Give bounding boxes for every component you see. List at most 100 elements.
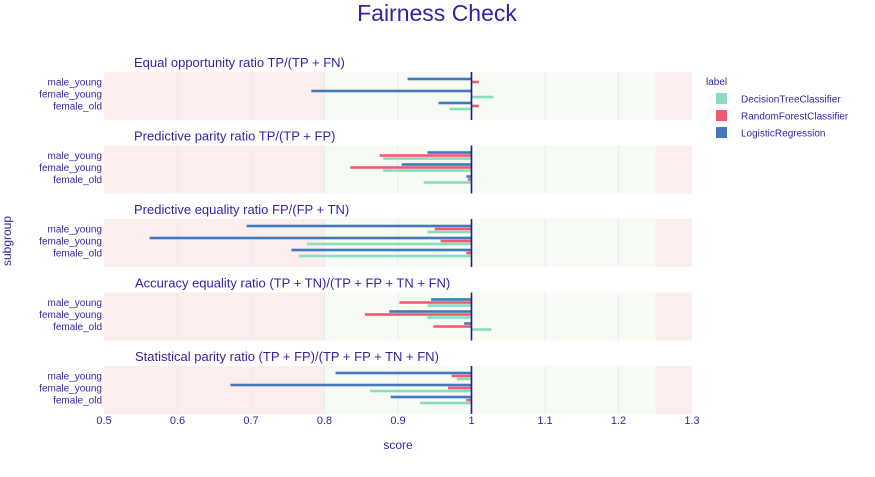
unfair-zone-right	[655, 366, 692, 414]
bar	[464, 322, 472, 325]
category-label: female_old	[53, 102, 102, 113]
x-tick-label: 1.1	[537, 415, 552, 427]
bar	[423, 181, 472, 184]
bar	[246, 224, 472, 228]
bar	[401, 163, 472, 166]
category-label: female_young	[39, 310, 102, 321]
category-label: female_old	[53, 396, 102, 407]
bar	[440, 239, 472, 243]
unfair-zone-left	[104, 72, 325, 120]
panel-5: Statistical parity ratio (TP + FP)/(TP +…	[39, 349, 692, 414]
bar	[379, 154, 472, 157]
bar	[471, 104, 479, 108]
bar	[438, 101, 472, 105]
bar	[434, 227, 472, 231]
bar	[149, 236, 472, 240]
legend: label DecisionTreeClassifier RandomForest…	[706, 77, 849, 140]
bar	[390, 395, 472, 399]
category-label: male_young	[48, 372, 102, 383]
bar	[370, 389, 472, 393]
legend-swatch	[716, 127, 727, 138]
x-tick-label: 1.2	[611, 415, 626, 427]
bar	[427, 316, 472, 319]
bar	[447, 386, 472, 390]
x-tick-label: 0.5	[96, 415, 111, 427]
panel-title: Statistical parity ratio (TP + FP)/(TP +…	[135, 349, 439, 364]
panel-title: Equal opportunity ratio TP/(TP + FN)	[134, 55, 345, 70]
legend-swatch	[716, 93, 727, 104]
bar	[456, 377, 472, 381]
bar	[306, 242, 472, 246]
legend-entry: RandomForestClassifier	[741, 112, 849, 123]
chart-title: Fairness Check	[357, 0, 517, 26]
legend-entry: LogisticRegression	[741, 129, 826, 140]
panels: Equal opportunity ratio TP/(TP + FN) male…	[39, 55, 692, 414]
bar	[350, 166, 472, 169]
bar	[311, 89, 472, 93]
bar	[427, 151, 472, 154]
x-tick-label: 0.6	[170, 415, 185, 427]
bar	[433, 325, 472, 328]
x-tick-label: 0.8	[317, 415, 332, 427]
bar	[364, 313, 472, 316]
panel-title: Predictive equality ratio FP/(FP + TN)	[134, 202, 349, 217]
fair-zone	[324, 145, 656, 194]
unfair-zone-left	[104, 366, 325, 414]
x-axis: 0.5 0.6 0.7 0.8 0.9 1 1.1 1.2 1.3	[96, 415, 699, 427]
category-label: female_old	[53, 249, 102, 260]
x-axis-label: score	[383, 438, 413, 452]
category-label: female_young	[39, 163, 102, 174]
panel-4: Accuracy equality ratio (TP + TN)/(TP + …	[39, 276, 692, 341]
bar	[431, 298, 472, 301]
fair-zone	[324, 292, 656, 341]
bar	[471, 95, 494, 99]
bar	[427, 304, 472, 307]
bar	[230, 383, 472, 387]
panel-title: Predictive parity ratio TP/(TP + FP)	[134, 129, 335, 144]
category-label: male_young	[48, 151, 102, 162]
x-tick-label: 0.7	[243, 415, 258, 427]
panel-3: Predictive equality ratio FP/(FP + TN) ma…	[39, 202, 692, 267]
bar	[467, 178, 472, 181]
unfair-zone-right	[655, 219, 692, 267]
legend-swatch	[716, 110, 727, 121]
bar	[389, 310, 472, 313]
bar	[466, 175, 472, 178]
bar	[427, 230, 472, 234]
bar	[335, 371, 472, 375]
bar	[399, 301, 472, 304]
category-label: male_young	[48, 298, 102, 309]
category-label: male_young	[48, 225, 102, 236]
category-label: female_old	[53, 175, 102, 186]
bar	[383, 157, 472, 160]
panel-title: Accuracy equality ratio (TP + TN)/(TP + …	[135, 276, 450, 291]
bar	[407, 77, 472, 81]
panel-1: Equal opportunity ratio TP/(TP + FN) male…	[39, 55, 692, 120]
x-tick-label: 1.3	[684, 415, 699, 427]
legend-entry: DecisionTreeClassifier	[741, 95, 841, 106]
unfair-zone-left	[104, 145, 325, 194]
panel-2: Predictive parity ratio TP/(TP + FP) male…	[39, 129, 692, 194]
bar	[383, 169, 472, 172]
bar	[466, 398, 472, 402]
unfair-zone-right	[655, 292, 692, 341]
unfair-zone-right	[655, 72, 692, 120]
category-label: female_young	[39, 90, 102, 101]
y-axis-label: subgroup	[0, 216, 14, 266]
category-label: female_young	[39, 384, 102, 395]
unfair-zone-right	[655, 145, 692, 194]
bar	[449, 107, 472, 111]
unfair-zone-left	[104, 292, 325, 341]
bar	[451, 374, 472, 378]
bar	[471, 328, 492, 331]
bar	[466, 251, 472, 255]
bar	[298, 254, 472, 258]
category-label: female_old	[53, 322, 102, 333]
x-tick-label: 0.9	[390, 415, 405, 427]
category-label: male_young	[48, 78, 102, 89]
category-label: female_young	[39, 237, 102, 248]
legend-title: label	[706, 77, 727, 88]
bar	[291, 248, 472, 252]
bar	[420, 401, 472, 405]
